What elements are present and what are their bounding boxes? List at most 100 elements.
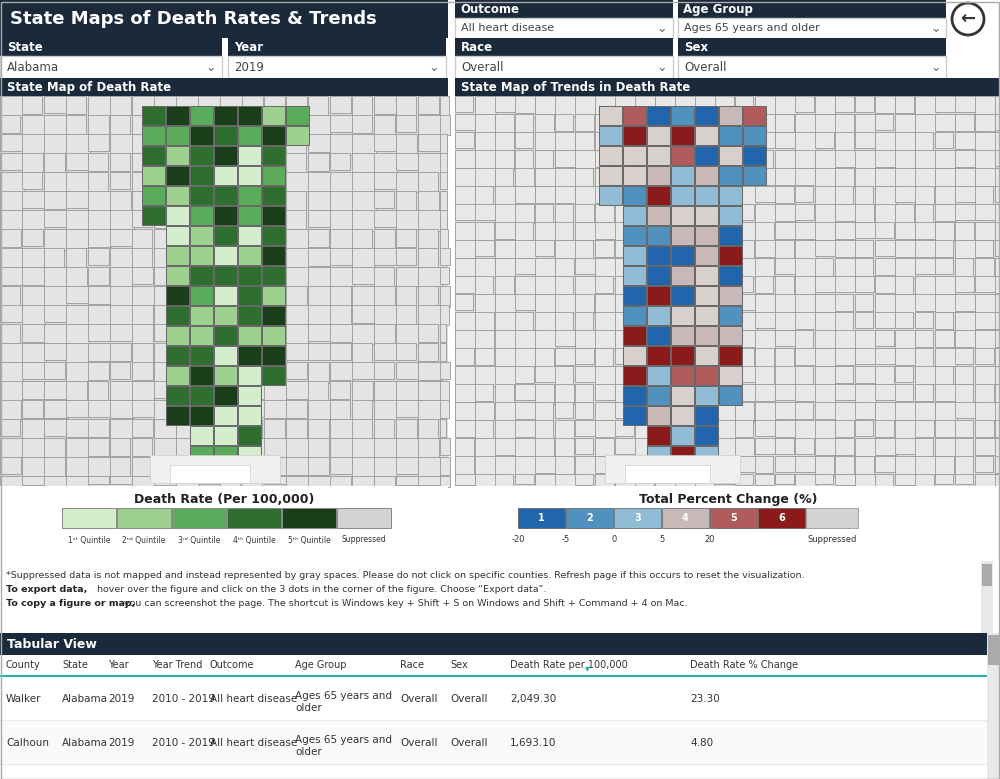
Bar bbox=[352, 381, 373, 401]
Text: ⌄: ⌄ bbox=[428, 61, 438, 73]
Bar bbox=[515, 366, 534, 383]
Bar bbox=[935, 330, 954, 347]
Bar bbox=[695, 186, 714, 202]
Bar bbox=[88, 457, 111, 476]
Bar bbox=[955, 132, 977, 149]
Text: 3: 3 bbox=[634, 513, 641, 523]
Bar bbox=[695, 186, 718, 205]
Bar bbox=[655, 438, 674, 458]
Text: ⌄: ⌄ bbox=[205, 61, 216, 73]
Bar bbox=[166, 266, 189, 285]
Bar bbox=[396, 457, 418, 474]
Bar bbox=[615, 150, 633, 167]
Bar bbox=[0, 38, 222, 56]
Bar bbox=[623, 226, 646, 245]
Bar bbox=[88, 267, 109, 285]
Bar bbox=[575, 474, 593, 485]
Bar bbox=[44, 324, 67, 343]
Bar bbox=[286, 400, 307, 418]
Bar bbox=[775, 204, 796, 221]
Bar bbox=[655, 114, 673, 132]
Bar bbox=[975, 276, 996, 292]
Bar bbox=[176, 96, 200, 115]
Bar bbox=[132, 229, 152, 249]
Bar bbox=[330, 267, 354, 286]
Bar bbox=[308, 419, 329, 439]
Bar bbox=[440, 286, 450, 307]
Bar bbox=[775, 348, 794, 367]
Bar bbox=[440, 134, 447, 153]
Bar bbox=[555, 114, 573, 131]
Bar bbox=[264, 381, 286, 401]
Bar bbox=[308, 229, 329, 247]
Text: County: County bbox=[6, 660, 41, 670]
Bar bbox=[815, 222, 835, 240]
Bar bbox=[88, 343, 112, 361]
Bar bbox=[214, 386, 237, 405]
Text: 20: 20 bbox=[705, 535, 715, 545]
Bar bbox=[955, 366, 973, 384]
Bar bbox=[555, 222, 573, 240]
Bar bbox=[455, 276, 475, 293]
Bar bbox=[695, 126, 718, 145]
Bar bbox=[176, 457, 198, 478]
Bar bbox=[935, 294, 956, 312]
Bar bbox=[775, 132, 795, 148]
Bar bbox=[675, 384, 693, 403]
Bar bbox=[755, 222, 774, 242]
Bar bbox=[575, 150, 597, 168]
Bar bbox=[190, 246, 213, 265]
Bar bbox=[154, 324, 174, 341]
Bar bbox=[0, 96, 23, 117]
Bar bbox=[695, 420, 713, 439]
Bar bbox=[190, 266, 213, 285]
Bar bbox=[915, 186, 934, 204]
Text: Age Group: Age Group bbox=[295, 660, 347, 670]
Bar bbox=[418, 153, 441, 173]
Bar bbox=[987, 633, 1000, 779]
Bar bbox=[475, 276, 493, 294]
Text: Overall: Overall bbox=[400, 694, 438, 704]
Text: Death Rate % Change: Death Rate % Change bbox=[690, 660, 798, 670]
Bar bbox=[535, 240, 554, 256]
Bar bbox=[755, 150, 773, 169]
Bar bbox=[995, 222, 999, 240]
Bar bbox=[475, 114, 495, 134]
Bar bbox=[176, 419, 200, 439]
Bar bbox=[555, 438, 574, 458]
Bar bbox=[495, 204, 517, 224]
Bar bbox=[0, 286, 20, 307]
Bar bbox=[975, 348, 994, 364]
Bar bbox=[735, 420, 753, 437]
Bar bbox=[695, 402, 717, 422]
Bar bbox=[655, 384, 675, 404]
Bar bbox=[988, 635, 999, 665]
Bar bbox=[110, 476, 132, 484]
Bar bbox=[875, 258, 897, 275]
Bar bbox=[795, 402, 813, 419]
Bar bbox=[286, 229, 308, 249]
Bar bbox=[110, 419, 133, 438]
Bar bbox=[855, 402, 875, 419]
Bar bbox=[575, 114, 594, 131]
Bar bbox=[555, 186, 575, 203]
Bar bbox=[575, 168, 593, 188]
Bar bbox=[735, 438, 754, 457]
Bar bbox=[515, 402, 536, 419]
Bar bbox=[110, 210, 134, 229]
Bar bbox=[835, 402, 857, 422]
Bar bbox=[535, 96, 556, 114]
Bar bbox=[535, 132, 556, 150]
Bar bbox=[815, 240, 837, 256]
Bar bbox=[595, 132, 617, 151]
Bar bbox=[815, 132, 834, 148]
Bar bbox=[615, 96, 636, 115]
Bar bbox=[176, 115, 196, 133]
Bar bbox=[190, 286, 213, 305]
Bar bbox=[495, 330, 516, 349]
Bar bbox=[615, 240, 636, 257]
Bar bbox=[44, 419, 66, 436]
Bar bbox=[775, 168, 797, 185]
Bar bbox=[975, 474, 996, 487]
Bar bbox=[440, 210, 447, 229]
